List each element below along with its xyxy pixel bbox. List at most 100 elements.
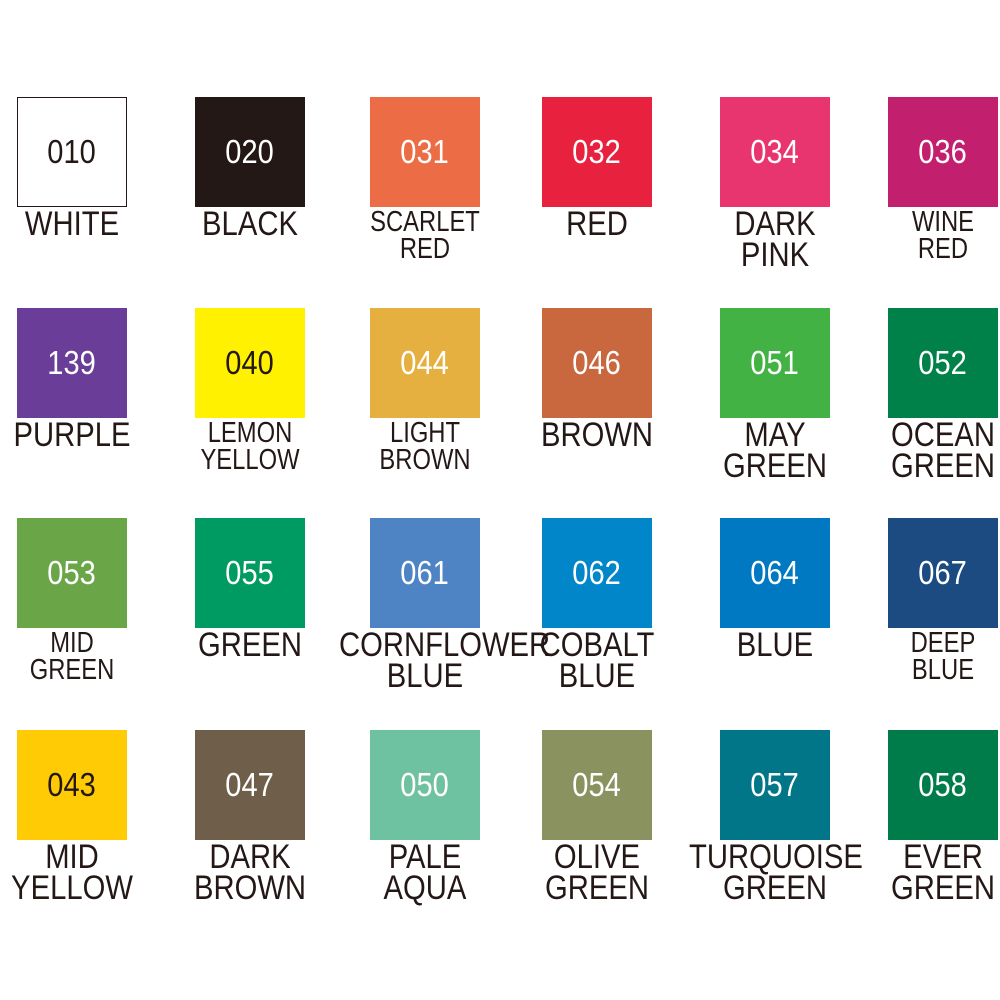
swatch-053: 053 MID GREEN (17, 518, 127, 685)
color-name: LEMON YELLOW (150, 417, 350, 475)
swatch-055: 055 GREEN (195, 518, 305, 662)
color-chip: 043 (17, 730, 127, 840)
color-name-line: RED (399, 233, 451, 265)
color-name: PALE AQUA (325, 838, 525, 907)
color-name: DARK PINK (675, 207, 875, 274)
color-name-line: PALE (388, 838, 462, 876)
color-name-line: MAY (744, 416, 806, 454)
color-name: LIGHT BROWN (325, 417, 525, 476)
color-chip: 036 (888, 97, 998, 207)
color-code: 061 (400, 554, 450, 591)
swatch-139: 139 PURPLE (13, 308, 131, 452)
color-name-line: GREEN (890, 447, 995, 485)
color-name-line: GREEN (29, 654, 115, 686)
color-chip: 046 (542, 308, 652, 418)
color-name: MAY GREEN (675, 416, 875, 483)
color-code: 032 (572, 133, 622, 170)
color-code: 036 (918, 133, 968, 170)
swatch-061: 061 CORNFLOWER BLUE (339, 518, 550, 693)
swatch-046: 046 BROWN (541, 308, 653, 452)
color-name-line: OLIVE (553, 838, 641, 876)
color-code: 046 (572, 344, 622, 381)
color-code: 031 (400, 133, 450, 170)
color-chip: 010 (17, 97, 127, 207)
color-name-line: BLACK (202, 205, 298, 243)
color-code: 067 (918, 554, 968, 591)
color-name-line: OCEAN (890, 416, 995, 454)
color-code: 064 (750, 554, 800, 591)
color-name-line: GREEN (722, 869, 827, 907)
color-name-line: LIGHT (389, 417, 461, 449)
swatch-052: 052 OCEAN GREEN (888, 308, 998, 483)
color-code: 034 (750, 133, 800, 170)
color-name: BLUE (675, 626, 875, 664)
color-name: SCARLET RED (325, 206, 525, 265)
swatch-036: 036 WINE RED (888, 97, 998, 264)
color-code: 062 (572, 554, 622, 591)
color-name-line: DARK (209, 838, 291, 876)
color-name-line: GREEN (890, 869, 995, 907)
color-code: 010 (47, 133, 97, 170)
color-chip: 054 (542, 730, 652, 840)
color-code: 139 (47, 344, 97, 381)
color-code: 044 (400, 344, 450, 381)
swatch-032: 032 RED (542, 97, 652, 241)
color-code: 047 (225, 766, 275, 803)
color-chip: 047 (195, 730, 305, 840)
color-name: DARK BROWN (150, 838, 350, 905)
color-name-line: MID (50, 627, 94, 659)
color-name-line: DEEP (910, 627, 976, 659)
swatch-054: 054 OLIVE GREEN (542, 730, 652, 905)
swatch-058: 058 EVER GREEN (888, 730, 998, 905)
color-name: OLIVE GREEN (497, 838, 697, 905)
color-name: WHITE (0, 205, 172, 243)
swatch-040: 040 LEMON YELLOW (195, 308, 305, 475)
color-name: MID GREEN (0, 627, 172, 686)
swatch-062: 062 COBALT BLUE (540, 518, 654, 693)
swatch-050: 050 PALE AQUA (370, 730, 480, 905)
color-name-line: LEMON (207, 417, 293, 449)
color-name-line: YELLOW (11, 869, 133, 907)
color-name: OCEAN GREEN (843, 416, 1000, 485)
swatch-057: 057 TURQUOISE GREEN (689, 730, 863, 905)
color-name: WINE RED (843, 208, 1000, 264)
color-code: 051 (750, 344, 800, 381)
swatch-020: 020 BLACK (195, 97, 305, 241)
color-name-line: MID (45, 838, 99, 876)
color-code: 055 (225, 554, 275, 591)
color-name-line: WHITE (24, 205, 120, 243)
color-name-line: BROWN (540, 416, 654, 454)
color-name-line: BLUE (911, 654, 975, 686)
color-chip: 058 (888, 730, 998, 840)
color-chip: 067 (888, 518, 998, 628)
color-chip: 050 (370, 730, 480, 840)
color-name-line: BROWN (379, 444, 471, 476)
color-chip: 031 (370, 97, 480, 207)
color-code: 040 (225, 344, 275, 381)
color-chip: 051 (720, 308, 830, 418)
color-name: BROWN (497, 416, 697, 454)
color-code: 020 (225, 133, 275, 170)
color-chip: 139 (17, 308, 127, 418)
color-name: TURQUOISE GREEN (675, 840, 875, 907)
color-chip: 034 (720, 97, 830, 207)
color-name-line: SCARLET (370, 206, 480, 238)
color-name: CORNFLOWER BLUE (325, 628, 550, 693)
color-code: 057 (750, 766, 800, 803)
color-name-line: PURPLE (13, 416, 131, 454)
color-name: COBALT BLUE (497, 628, 697, 693)
color-name: MID YELLOW (0, 838, 172, 907)
swatch-051: 051 MAY GREEN (720, 308, 830, 483)
color-chip: 062 (542, 518, 652, 628)
color-name-line: BLUE (736, 626, 814, 664)
color-code: 054 (572, 766, 622, 803)
color-name-line: PINK (740, 236, 810, 274)
color-name-line: AQUA (383, 869, 467, 907)
color-name: BLACK (150, 205, 350, 243)
color-code: 043 (47, 766, 97, 803)
swatch-034: 034 DARK PINK (720, 97, 830, 272)
color-name: DEEP BLUE (843, 627, 1000, 686)
color-code: 053 (47, 554, 97, 591)
color-name: PURPLE (0, 416, 172, 454)
color-name-line: EVER (903, 838, 983, 876)
